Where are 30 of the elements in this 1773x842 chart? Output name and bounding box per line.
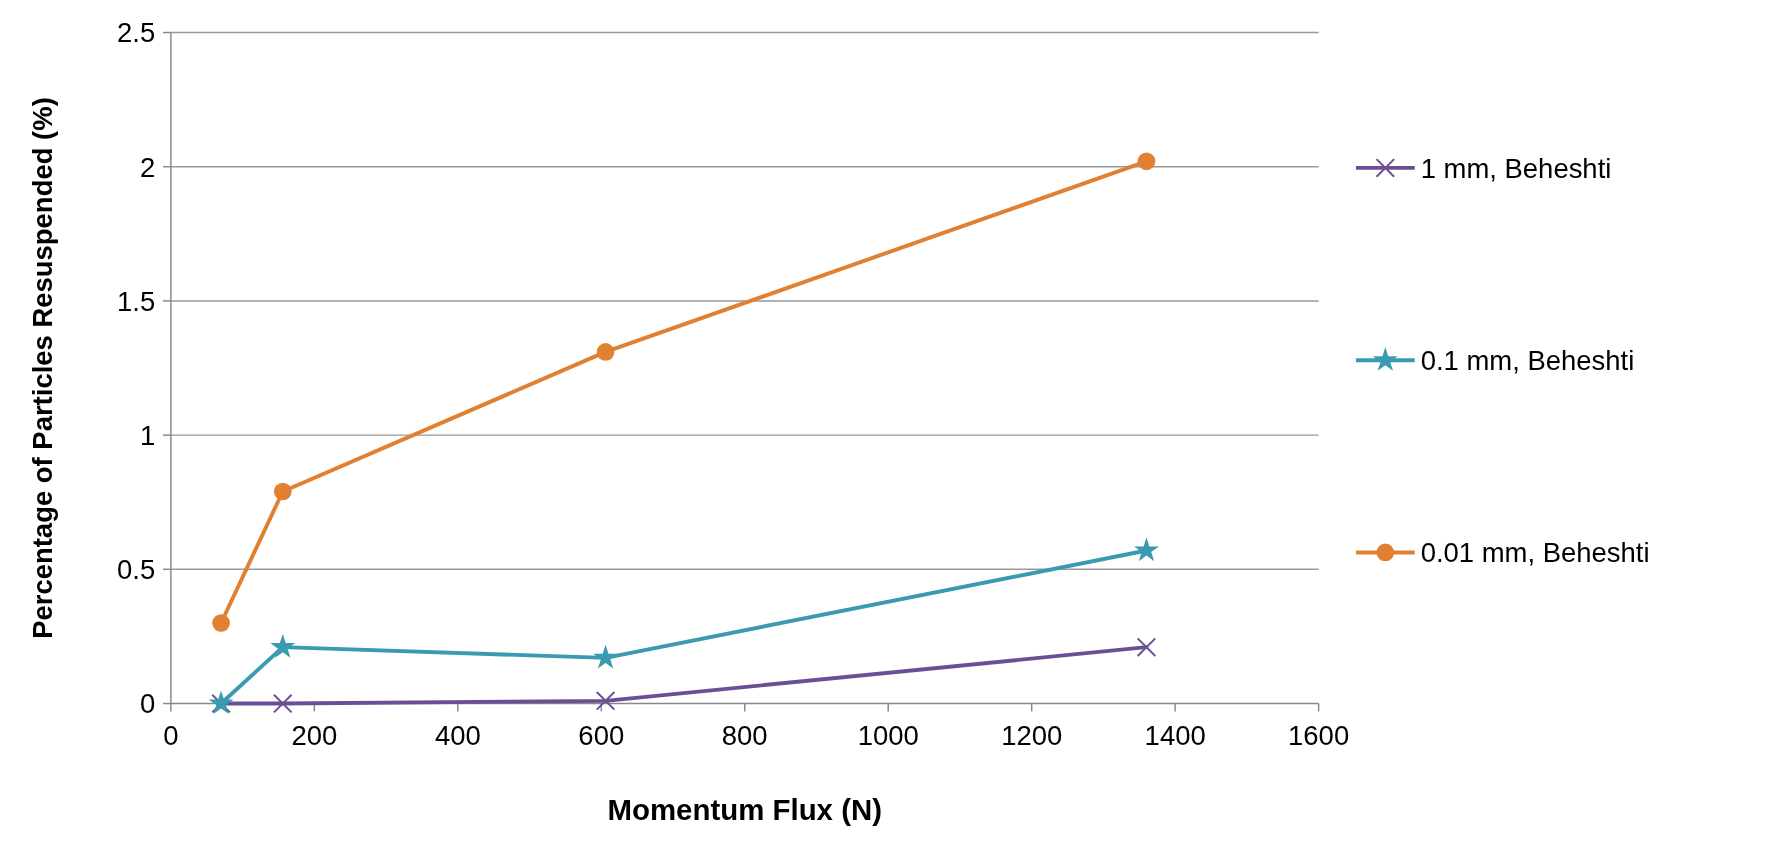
point [595,691,616,711]
point [593,644,619,669]
y-axis-title: Percentage of Particles Resuspended (%) [27,97,59,639]
y-tick-label: 2 [139,151,156,183]
point [1137,152,1156,171]
x-axis-title: Momentum Flux (N) [607,793,882,827]
y-tick-label: 2.5 [116,17,156,49]
point [212,614,230,632]
y-tick-label: 1 [139,419,156,451]
point [1136,637,1157,657]
legend-label: 0.1 mm, Beheshti [1420,344,1635,376]
point [273,482,292,501]
x-tick-label: 400 [434,719,481,751]
y-tick-label: 0 [139,688,156,720]
x-tick-label: 1000 [857,719,919,751]
x-tick-label: 1600 [1288,719,1350,751]
point [272,693,293,714]
x-tick-label: 1200 [1001,719,1063,751]
legend-label: 1 mm, Beheshti [1420,152,1612,184]
y-tick-label: 0.5 [116,554,156,586]
x-tick-label: 800 [721,719,768,751]
point [1134,537,1159,562]
y-tick-label: 1.5 [116,285,156,317]
point [270,634,296,658]
x-tick-label: 1400 [1144,719,1206,751]
point [596,343,615,361]
x-tick-label: 600 [578,719,625,751]
x-tick-label: 200 [291,719,338,751]
x-tick-label: 0 [163,719,179,751]
legend-label: 0.01 mm, Beheshti [1420,537,1650,569]
